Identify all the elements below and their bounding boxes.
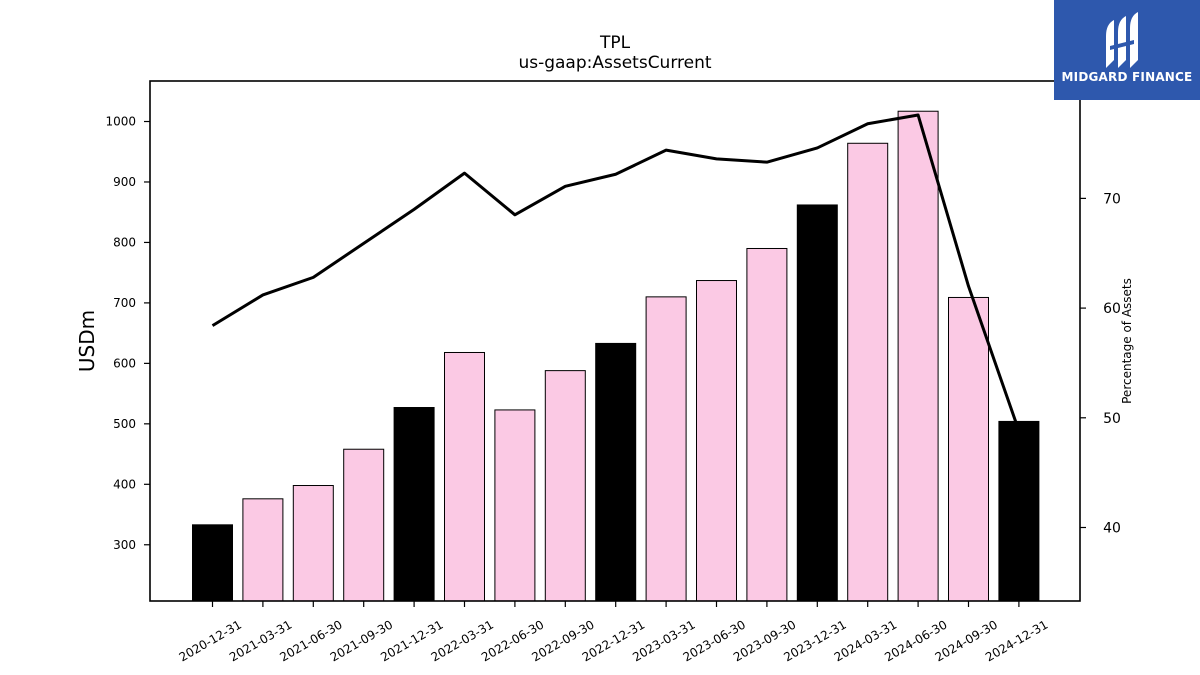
bar-2020-12-31: [192, 524, 233, 602]
midgard-logo-icon: [1106, 12, 1138, 68]
y-tick-label-left: 300: [113, 538, 136, 552]
bar-2021-03-31: [242, 498, 284, 602]
brand-name: MIDGARD FINANCE: [1061, 70, 1193, 84]
y-tick-label-left: 700: [113, 296, 136, 310]
y-tick-label-left: 900: [113, 175, 136, 189]
y-axis-label-right: Percentage of Assets: [1120, 278, 1134, 404]
y-tick-label-left: 600: [113, 356, 136, 370]
bar-2021-09-30: [343, 448, 385, 602]
line-layer: [211, 113, 1021, 432]
bar-2024-06-30: [897, 110, 939, 602]
y-tick-label-right: 40: [1103, 520, 1121, 536]
plot-frame: [149, 80, 1081, 602]
y-tick-label-right: 50: [1103, 411, 1121, 427]
y-tick-label-left: 400: [113, 477, 136, 491]
bar-2023-09-30: [746, 247, 788, 602]
bar-2023-06-30: [696, 280, 737, 602]
bar-2021-12-31: [393, 407, 435, 602]
y-axis-label-left: USDm: [75, 310, 99, 372]
bar-2024-09-30: [948, 296, 989, 602]
bar-2022-03-31: [444, 351, 485, 602]
bar-2021-06-30: [292, 485, 334, 602]
bar-2024-03-31: [847, 142, 889, 602]
chart-subtitle: us-gaap:AssetsCurrent: [518, 53, 711, 73]
y-tick-label-left: 500: [113, 417, 136, 431]
y-tick-label-right: 70: [1103, 191, 1121, 207]
bar-2022-12-31: [595, 342, 637, 602]
bar-2022-09-30: [544, 370, 586, 602]
y-tick-label-right: 60: [1103, 301, 1121, 317]
bar-2024-12-31: [998, 420, 1040, 602]
bar-2023-12-31: [796, 204, 838, 602]
y-tick-label-left: 800: [113, 235, 136, 249]
chart-title: TPL: [599, 33, 631, 53]
bar-2022-06-30: [494, 409, 536, 602]
y-tick-label-left: 1000: [105, 115, 136, 129]
bar-2023-03-31: [645, 296, 687, 602]
bars-layer: [192, 110, 1040, 602]
brand-logo: MIDGARD FINANCE: [1054, 0, 1200, 100]
